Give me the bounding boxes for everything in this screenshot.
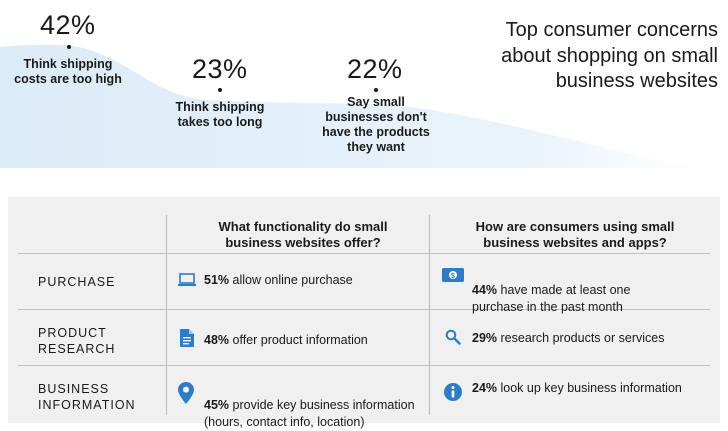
row-label-product-research: PRODUCT RESEARCH xyxy=(38,326,116,356)
concern-area xyxy=(0,44,700,169)
location-pin-icon xyxy=(178,382,194,409)
stat-label: Think shipping costs are too high xyxy=(14,57,122,86)
use-text: look up key business information xyxy=(497,381,682,395)
stat-value: 42% xyxy=(40,10,96,40)
offer-percent: 51% xyxy=(204,273,230,287)
use-cell-business-information: 24% look up key business information xyxy=(472,380,712,397)
offer-percent: 45% xyxy=(204,398,230,412)
use-percent: 44% xyxy=(472,283,498,297)
row-label-purchase: PURCHASE xyxy=(38,275,116,289)
row-label-business-information: BUSINESS INFORMATION xyxy=(38,382,136,412)
chart-title: Top consumer concerns about shopping on … xyxy=(501,19,718,92)
offer-cell-product-research: 48% offer product information xyxy=(204,332,424,349)
offer-cell-business-information: 45% provide key business information (ho… xyxy=(204,380,429,431)
use-cell-purchase: 44% have made at least one purchase in t… xyxy=(472,265,712,316)
use-text: research products or services xyxy=(497,331,665,345)
stat-label: Say small businesses don't have the prod… xyxy=(322,95,430,154)
magnifier-icon xyxy=(445,329,461,350)
column-divider xyxy=(429,215,430,415)
stat-value: 22% xyxy=(347,54,403,84)
document-icon xyxy=(180,329,194,352)
use-text: have made at least one purchase in the p… xyxy=(472,283,631,314)
row-divider xyxy=(18,253,710,254)
concern-area-chart xyxy=(0,44,700,169)
offer-cell-purchase: 51% allow online purchase xyxy=(204,272,424,289)
info-icon xyxy=(444,383,462,406)
row-divider xyxy=(18,309,710,310)
stat-label: Think shipping takes too long xyxy=(175,100,265,129)
stat-marker xyxy=(374,88,378,92)
comparison-table: What functionality do small business web… xyxy=(8,197,720,429)
column-divider xyxy=(166,215,167,415)
offer-percent: 48% xyxy=(204,333,230,347)
offer-text: provide key business information (hours,… xyxy=(204,398,415,429)
svg-text:$: $ xyxy=(451,273,455,280)
stat-marker xyxy=(67,45,71,49)
laptop-icon xyxy=(177,272,197,293)
stat-marker xyxy=(218,88,222,92)
column-header-offer: What functionality do small business web… xyxy=(218,219,388,250)
offer-text: offer product information xyxy=(229,333,368,347)
column-header-use: How are consumers using small business w… xyxy=(475,219,675,250)
stat-value: 23% xyxy=(192,54,248,84)
dollar-bill-icon: $ xyxy=(442,268,464,287)
row-divider xyxy=(18,365,710,366)
use-percent: 29% xyxy=(472,331,498,345)
use-percent: 24% xyxy=(472,381,498,395)
use-cell-product-research: 29% research products or services xyxy=(472,330,712,347)
offer-text: allow online purchase xyxy=(229,273,353,287)
